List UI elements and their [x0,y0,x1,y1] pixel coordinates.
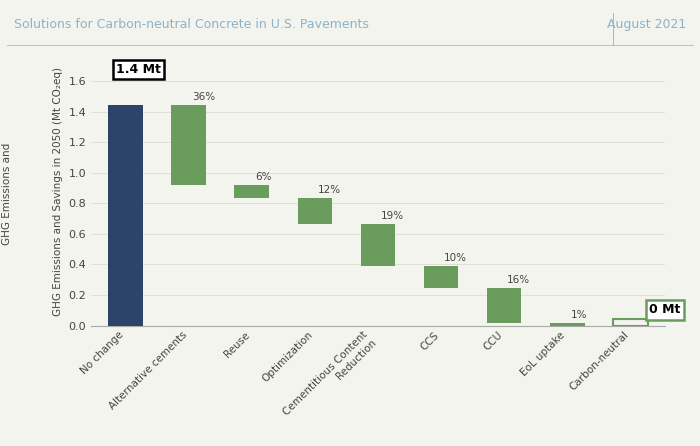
Text: Solutions for Carbon-neutral Concrete in U.S. Pavements: Solutions for Carbon-neutral Concrete in… [14,18,369,31]
Bar [360,224,395,266]
Bar [298,198,332,224]
Text: 16%: 16% [508,275,531,285]
Text: 36%: 36% [192,92,215,102]
Bar [613,319,648,326]
Text: 12%: 12% [318,185,341,195]
Text: 6%: 6% [255,172,272,182]
Bar [550,323,584,326]
Text: 1%: 1% [570,310,587,320]
Text: August 2021: August 2021 [607,18,686,31]
Bar [234,185,270,198]
Text: 1.4 Mt: 1.4 Mt [116,63,161,76]
Text: 0 Mt: 0 Mt [649,303,680,316]
Text: GHG Emissions and: GHG Emissions and [2,139,12,244]
Y-axis label: GHG Emissions and Savings in 2050 (Mt CO₂eq): GHG Emissions and Savings in 2050 (Mt CO… [52,67,63,316]
Text: 19%: 19% [382,211,405,221]
Bar [486,288,522,323]
Bar [172,105,206,185]
Text: 10%: 10% [444,252,467,263]
Bar [108,105,143,326]
Bar [424,266,458,288]
